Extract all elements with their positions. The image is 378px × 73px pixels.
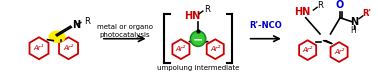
Text: R: R bbox=[204, 5, 209, 14]
Text: R': R' bbox=[362, 9, 371, 18]
Text: R: R bbox=[84, 17, 90, 26]
Circle shape bbox=[191, 31, 206, 46]
Text: Ar²: Ar² bbox=[64, 45, 74, 51]
Text: HN: HN bbox=[184, 11, 200, 21]
Text: H: H bbox=[350, 26, 356, 35]
Text: R: R bbox=[317, 1, 323, 10]
Text: N: N bbox=[72, 20, 81, 30]
Text: metal or organo: metal or organo bbox=[97, 24, 153, 30]
Text: umpolung intermediate: umpolung intermediate bbox=[157, 65, 239, 71]
Text: Ar²: Ar² bbox=[334, 49, 344, 55]
Text: Ar¹: Ar¹ bbox=[34, 45, 44, 51]
Text: R'-NCO: R'-NCO bbox=[249, 21, 282, 30]
Text: −: − bbox=[193, 33, 203, 46]
Text: Ar²: Ar² bbox=[302, 47, 313, 53]
Ellipse shape bbox=[48, 31, 66, 43]
Text: Ar²: Ar² bbox=[176, 46, 186, 52]
Text: HN: HN bbox=[294, 7, 310, 17]
Text: Ar²: Ar² bbox=[210, 46, 220, 52]
Text: O: O bbox=[336, 0, 344, 10]
Text: photocatalysis: photocatalysis bbox=[99, 32, 150, 38]
Text: N: N bbox=[350, 17, 358, 27]
